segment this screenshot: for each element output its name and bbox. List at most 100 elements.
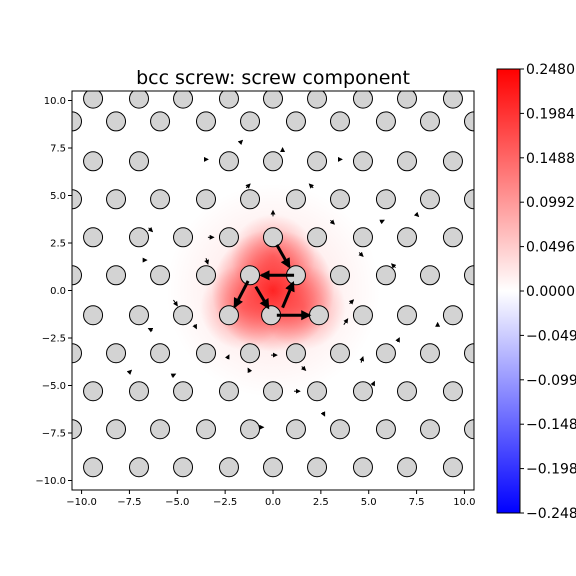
atom [397, 381, 417, 402]
atom [397, 91, 417, 109]
atom [419, 419, 440, 440]
atom [218, 381, 239, 402]
atom [129, 227, 149, 248]
atom [72, 111, 82, 132]
atom [330, 343, 350, 364]
atom [218, 457, 239, 478]
atom [129, 381, 149, 402]
atom [83, 381, 104, 402]
displacement-arrow [275, 244, 291, 269]
atom [218, 151, 239, 172]
small-arrow [343, 318, 349, 325]
colorbar-tick-label: 0.2480 [526, 62, 575, 78]
atom [106, 189, 127, 210]
atom [196, 189, 216, 210]
atom [72, 419, 82, 440]
atom [263, 381, 283, 402]
atom [397, 457, 417, 478]
small-arrow [390, 263, 397, 269]
atom [397, 305, 417, 326]
atoms [72, 91, 474, 478]
y-tick-label: 7.5 [50, 144, 66, 155]
atom [150, 111, 171, 132]
y-tick-label: −5.0 [42, 381, 66, 392]
atom [375, 189, 396, 210]
atom [375, 343, 396, 364]
atom [442, 227, 463, 248]
atom [196, 265, 216, 286]
atom [442, 381, 463, 402]
x-axis: −10.0 −7.5 −5.0 −2.5 0.0 2.5 5.0 7.5 10.0 [66, 490, 476, 508]
x-tick-label: 10.0 [453, 497, 475, 508]
atom [129, 305, 149, 326]
atom [375, 111, 396, 132]
small-arrow [247, 367, 253, 374]
atom [150, 265, 171, 286]
small-arrow [413, 211, 420, 218]
atom [330, 111, 350, 132]
atom [173, 381, 194, 402]
displacement-arrow [281, 281, 295, 309]
atom [308, 305, 329, 326]
small-arrow [359, 356, 365, 363]
atom [464, 419, 474, 440]
atom [419, 265, 440, 286]
colorbar-tick-label: 0.0992 [526, 195, 575, 211]
atom [307, 457, 328, 478]
atom [263, 91, 283, 109]
y-tick-label: 0.0 [50, 286, 66, 297]
atom [240, 189, 261, 210]
atom [352, 305, 373, 326]
atom [218, 305, 239, 326]
x-tick-label: −7.5 [117, 497, 141, 508]
atom [442, 151, 463, 172]
atom [106, 343, 127, 364]
atom [83, 91, 104, 109]
atom [352, 151, 373, 172]
small-arrow [308, 183, 314, 189]
colorbar-tick-label: 0.1488 [526, 151, 575, 167]
small-arrow [370, 380, 375, 387]
plot-area [72, 91, 474, 490]
colorbar: 0.2480 0.1984 0.1488 0.0992 0.0496 0.0000 −0.0… [496, 62, 576, 522]
atom [352, 227, 373, 248]
atom [397, 151, 417, 172]
atom [464, 189, 474, 210]
atom [464, 265, 474, 286]
atom [129, 457, 149, 478]
y-tick-label: −2.5 [42, 334, 66, 345]
atom [240, 265, 261, 286]
small-arrow [126, 369, 133, 375]
x-tick-label: −2.5 [213, 497, 237, 508]
small-arrow [170, 373, 177, 379]
atom [106, 265, 127, 286]
atom [83, 227, 104, 248]
atom [419, 111, 440, 132]
atom [419, 189, 440, 210]
small-arrow [348, 299, 355, 305]
atom [375, 419, 396, 440]
x-tick-label: 5.0 [361, 497, 377, 508]
atom [129, 91, 149, 109]
atom [218, 227, 239, 248]
atom [307, 381, 328, 402]
atom [442, 457, 463, 478]
atom [72, 189, 82, 210]
small-arrow [237, 139, 244, 145]
colorbar-tick-label: −0.1984 [526, 462, 576, 478]
y-tick-label: −7.5 [42, 429, 66, 440]
y-axis: −10.0 −7.5 −5.0 −2.5 0.0 2.5 5.0 7.5 10.0 [35, 96, 72, 487]
y-tick-label: 5.0 [50, 191, 66, 202]
atom [263, 227, 283, 248]
small-arrow [379, 219, 385, 225]
atom [263, 457, 283, 478]
atom [285, 419, 306, 440]
atom [240, 111, 261, 132]
colorbar-tick-label: 0.0496 [526, 240, 575, 256]
x-tick-label: 2.5 [313, 497, 329, 508]
atom [442, 91, 463, 109]
small-arrow [320, 411, 326, 417]
atom [330, 265, 350, 286]
atom [263, 151, 283, 172]
